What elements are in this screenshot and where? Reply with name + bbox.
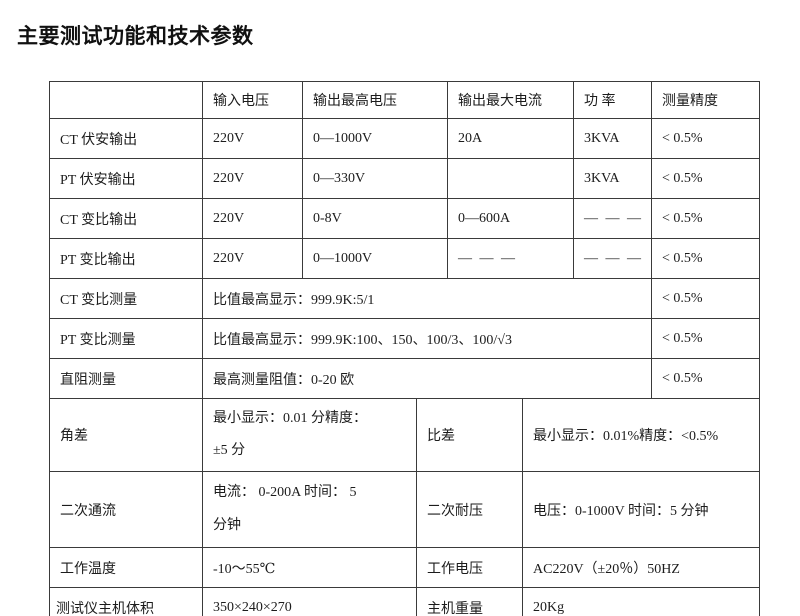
power-cell: — — — <box>573 238 652 279</box>
header-max-output-voltage: 输出最高电压 <box>302 81 448 119</box>
pair-value-cell: 最小显示：0.01 分精度： ±5 分 <box>202 398 417 472</box>
pair-label2: 比差 <box>416 398 523 472</box>
row-label: 角差 <box>49 398 203 472</box>
pair-label2: 主机重量 <box>416 587 523 616</box>
pair-label2: 二次耐压 <box>416 471 523 548</box>
table-row-angle-error: 角差 最小显示：0.01 分精度： ±5 分 比差 最小显示：0.01%精度：<… <box>49 398 760 472</box>
pair-value2-cell: 20Kg <box>522 587 760 616</box>
accuracy-cell: < 0.5% <box>651 238 760 279</box>
pair-value-cell: 电流： 0-200A 时间： 5 分钟 <box>202 471 417 548</box>
header-max-output-current: 输出最大电流 <box>447 81 574 119</box>
input-voltage-cell: 220V <box>202 158 303 199</box>
pair-value-cell: 350×240×270 <box>202 587 417 616</box>
accuracy-cell: < 0.5% <box>651 278 760 319</box>
accuracy-cell: < 0.5% <box>651 318 760 359</box>
table-header-row: 输入电压 输出最高电压 输出最大电流 功 率 测量精度 <box>49 81 760 119</box>
input-voltage-cell: 220V <box>202 118 303 159</box>
accuracy-cell: < 0.5% <box>651 118 760 159</box>
row-label: CT 伏安输出 <box>49 118 203 159</box>
max-voltage-cell: 0-8V <box>302 198 448 239</box>
power-cell: 3KVA <box>573 118 652 159</box>
power-cell: — — — <box>573 198 652 239</box>
table-row-ct-va-output: CT 伏安输出 220V 0—1000V 20A 3KVA < 0.5% <box>49 118 760 159</box>
max-voltage-cell: 0—1000V <box>302 118 448 159</box>
header-input-voltage: 输入电压 <box>202 81 303 119</box>
input-voltage-cell: 220V <box>202 198 303 239</box>
header-accuracy: 测量精度 <box>651 81 760 119</box>
accuracy-cell: < 0.5% <box>651 198 760 239</box>
max-current-cell: 20A <box>447 118 574 159</box>
max-voltage-cell: 0—330V <box>302 158 448 199</box>
pair-value2-cell: AC220V（±20％）50HZ <box>522 547 760 588</box>
row-label: 工作温度 <box>49 547 203 588</box>
row-label: CT 变比输出 <box>49 198 203 239</box>
header-empty-cell <box>49 81 203 119</box>
table-row-ct-ratio-measure: CT 变比测量 比值最高显示：999.9K:5/1 < 0.5% <box>49 278 760 319</box>
input-voltage-cell: 220V <box>202 238 303 279</box>
pair-value2-cell: 电压：0-1000V 时间：5 分钟 <box>522 471 760 548</box>
table-row-pt-ratio-output: PT 变比输出 220V 0—1000V — — — — — — < 0.5% <box>49 238 760 279</box>
accuracy-cell: < 0.5% <box>651 358 760 399</box>
table-row-host-size: 测试仪主机体积 350×240×270 主机重量 20Kg <box>49 587 760 616</box>
measure-value-cell: 比值最高显示：999.9K:5/1 <box>202 278 652 319</box>
max-current-cell: — — — <box>447 238 574 279</box>
page-title: 主要测试功能和技术参数 <box>17 24 254 48</box>
row-label: PT 变比输出 <box>49 238 203 279</box>
accuracy-cell: < 0.5% <box>651 158 760 199</box>
table-row-secondary-current: 二次通流 电流： 0-200A 时间： 5 分钟 二次耐压 电压：0-1000V… <box>49 471 760 548</box>
measure-value-cell: 比值最高显示：999.9K:100、150、100/3、100/√3 <box>202 318 652 359</box>
table-row-dc-resistance-measure: 直阻测量 最高测量阻值：0-20 欧 < 0.5% <box>49 358 760 399</box>
pair-value2-cell: 最小显示：0.01%精度：<0.5% <box>522 398 760 472</box>
row-label: PT 伏安输出 <box>49 158 203 199</box>
table-row-ct-ratio-output: CT 变比输出 220V 0-8V 0—600A — — — < 0.5% <box>49 198 760 239</box>
row-label: 测试仪主机体积 <box>49 587 203 616</box>
header-power: 功 率 <box>573 81 652 119</box>
table-row-pt-ratio-measure: PT 变比测量 比值最高显示：999.9K:100、150、100/3、100/… <box>49 318 760 359</box>
power-cell: 3KVA <box>573 158 652 199</box>
row-label: 直阻测量 <box>49 358 203 399</box>
table-row-working-temperature: 工作温度 -10～55℃ 工作电压 AC220V（±20％）50HZ <box>49 547 760 588</box>
max-current-cell: 0—600A <box>447 198 574 239</box>
max-current-cell <box>447 158 574 199</box>
max-voltage-cell: 0—1000V <box>302 238 448 279</box>
row-label: 二次通流 <box>49 471 203 548</box>
table-row-pt-va-output: PT 伏安输出 220V 0—330V 3KVA < 0.5% <box>49 158 760 199</box>
pair-label2: 工作电压 <box>416 547 523 588</box>
row-label: PT 变比测量 <box>49 318 203 359</box>
pair-value-cell: -10～55℃ <box>202 547 417 588</box>
measure-value-cell: 最高测量阻值：0-20 欧 <box>202 358 652 399</box>
spec-table: 输入电压 输出最高电压 输出最大电流 功 率 测量精度 CT 伏安输出 220V… <box>49 81 760 616</box>
row-label: CT 变比测量 <box>49 278 203 319</box>
